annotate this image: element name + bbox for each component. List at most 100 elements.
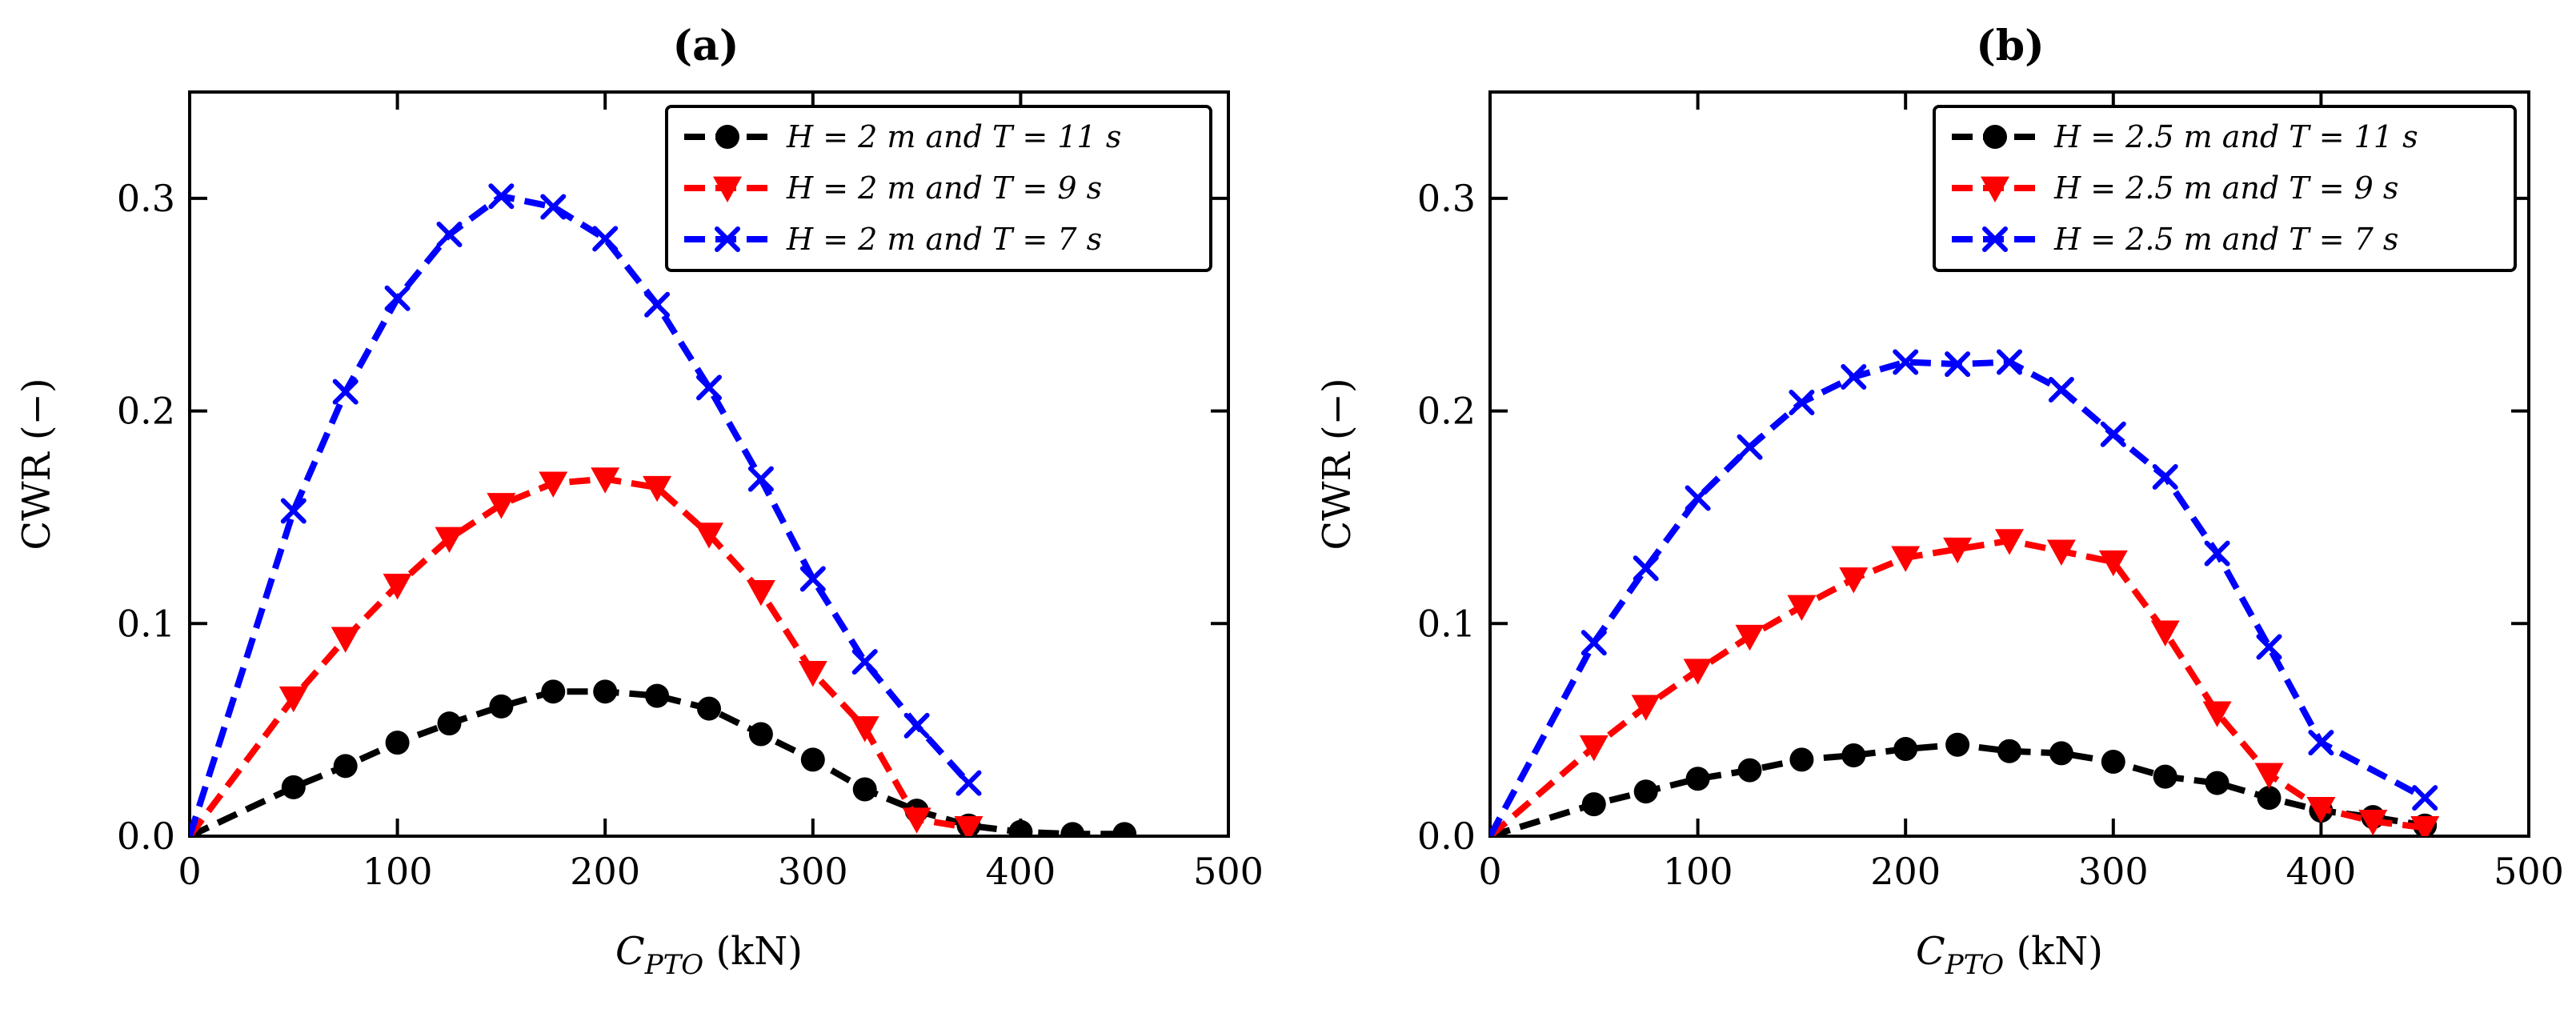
x-tick-label: 400	[2286, 850, 2356, 893]
y-axis-label: CWR (−)	[1315, 378, 1360, 550]
series-0	[190, 679, 1137, 836]
data-point-circle	[2205, 771, 2229, 795]
data-point-x	[436, 222, 463, 248]
plot-frame	[1488, 90, 2530, 838]
data-point-circle	[852, 777, 877, 802]
data-point-circle	[800, 747, 825, 772]
legend-label: H = 2.5 m and T = 9 s	[2053, 170, 2398, 206]
x-tick-label: 200	[1870, 850, 1941, 893]
y-tick-label: 0.1	[117, 602, 175, 645]
data-point-circle	[2049, 741, 2073, 766]
data-point-x	[851, 649, 878, 675]
data-point-triangle	[539, 471, 568, 498]
data-point-x	[799, 566, 826, 592]
data-point-triangle	[1891, 546, 1921, 572]
data-point-x	[540, 194, 567, 220]
data-point-x	[2204, 540, 2230, 567]
data-point-x	[332, 378, 359, 405]
series-line	[190, 193, 972, 836]
legend-label: H = 2 m and T = 9 s	[786, 170, 1102, 206]
legend: H = 2 m and T = 11 s H = 2 m and T = 9 s H…	[665, 105, 1212, 272]
data-point-circle	[385, 731, 410, 755]
panel-title: (a)	[673, 22, 739, 70]
data-point-x	[1841, 364, 1867, 390]
data-point-circle	[541, 679, 566, 704]
data-point-triangle	[278, 686, 308, 713]
panel-a: (a) 0 100 200 300 400 500 0.0 0.1 0.2 0.3 CPTO (kN…	[14, 22, 1264, 981]
data-point-triangle	[2098, 550, 2128, 577]
data-point-triangle	[695, 523, 723, 549]
series-1	[190, 467, 984, 836]
data-point-x	[2256, 634, 2282, 660]
data-point-circle	[1008, 819, 1033, 836]
data-point-x	[384, 285, 411, 311]
series-0	[1490, 732, 2438, 836]
data-point-circle	[748, 722, 773, 747]
x-axis-label: CPTO (kN)	[615, 929, 803, 981]
data-point-triangle	[2410, 815, 2440, 836]
x-axis-label: CPTO (kN)	[1916, 929, 2103, 981]
data-point-triangle	[435, 527, 464, 553]
data-point-triangle	[902, 807, 931, 834]
data-point-triangle	[1579, 735, 1608, 762]
y-tick-label: 0.3	[1417, 177, 1476, 220]
data-point-x	[747, 466, 774, 492]
data-point-x	[1580, 630, 1607, 656]
data-point-x	[903, 712, 930, 739]
data-point-triangle	[746, 580, 775, 607]
data-point-triangle	[1631, 695, 1661, 721]
legend-box	[1933, 105, 2517, 272]
x-tick-label: 0	[1478, 850, 1501, 893]
data-point-circle	[489, 694, 514, 719]
data-point-circle	[2153, 764, 2177, 789]
data-point-x	[2152, 463, 2178, 490]
data-point-x	[1997, 349, 2022, 375]
data-point-triangle	[331, 627, 360, 653]
y-axis-label: CWR (−)	[14, 378, 59, 550]
panel-b: (b) 0 100 200 300 400 500 0.0 0.1 0.2 0.3 CPTO (kN…	[1315, 22, 2564, 981]
data-point-triangle	[383, 574, 412, 600]
data-point-triangle	[591, 467, 620, 494]
data-point-triangle	[1683, 659, 1713, 685]
series-line	[1490, 537, 2426, 836]
data-point-x	[1685, 485, 1711, 511]
x-tick-label: 300	[778, 850, 848, 893]
data-point-triangle	[798, 661, 827, 687]
y-tick-label: 0.0	[117, 815, 175, 858]
data-point-x	[1893, 349, 1919, 375]
data-point-x	[1633, 555, 1659, 582]
legend-label: H = 2 m and T = 11 s	[786, 119, 1121, 154]
data-point-triangle	[1735, 624, 1765, 651]
series-line	[1490, 741, 2426, 836]
series-2	[1490, 349, 2438, 836]
data-point-circle	[1581, 792, 1606, 817]
data-point-triangle	[1839, 567, 1869, 594]
data-point-circle	[1685, 767, 1710, 791]
data-point-triangle	[713, 176, 742, 202]
y-tick-label: 0.3	[117, 177, 175, 220]
data-point-circle	[697, 696, 721, 721]
data-point-x	[644, 291, 671, 318]
legend-label: H = 2 m and T = 7 s	[786, 222, 1102, 257]
series-2	[190, 183, 982, 836]
data-point-circle	[1060, 822, 1085, 836]
plot-frame	[188, 90, 1230, 838]
data-point-circle	[1112, 822, 1137, 836]
data-point-x	[955, 770, 982, 796]
x-tick-label: 0	[178, 850, 201, 893]
data-point-circle	[333, 754, 358, 779]
data-point-triangle	[643, 475, 672, 502]
data-point-circle	[2101, 750, 2125, 774]
data-point-x	[1789, 389, 1815, 415]
data-point-x	[280, 498, 306, 524]
x-tick-label: 100	[1663, 850, 1733, 893]
data-point-circle	[1983, 125, 2007, 149]
legend-label: H = 2.5 m and T = 11 s	[2053, 119, 2418, 154]
data-point-triangle	[1981, 176, 2009, 202]
y-tick-label: 0.0	[1417, 815, 1476, 858]
x-tick-label: 100	[363, 850, 433, 893]
x-tick-label: 500	[1193, 850, 1264, 893]
series-line	[190, 688, 1125, 836]
x-tick-label: 400	[985, 850, 1056, 893]
y-tick-label: 0.2	[117, 390, 175, 433]
